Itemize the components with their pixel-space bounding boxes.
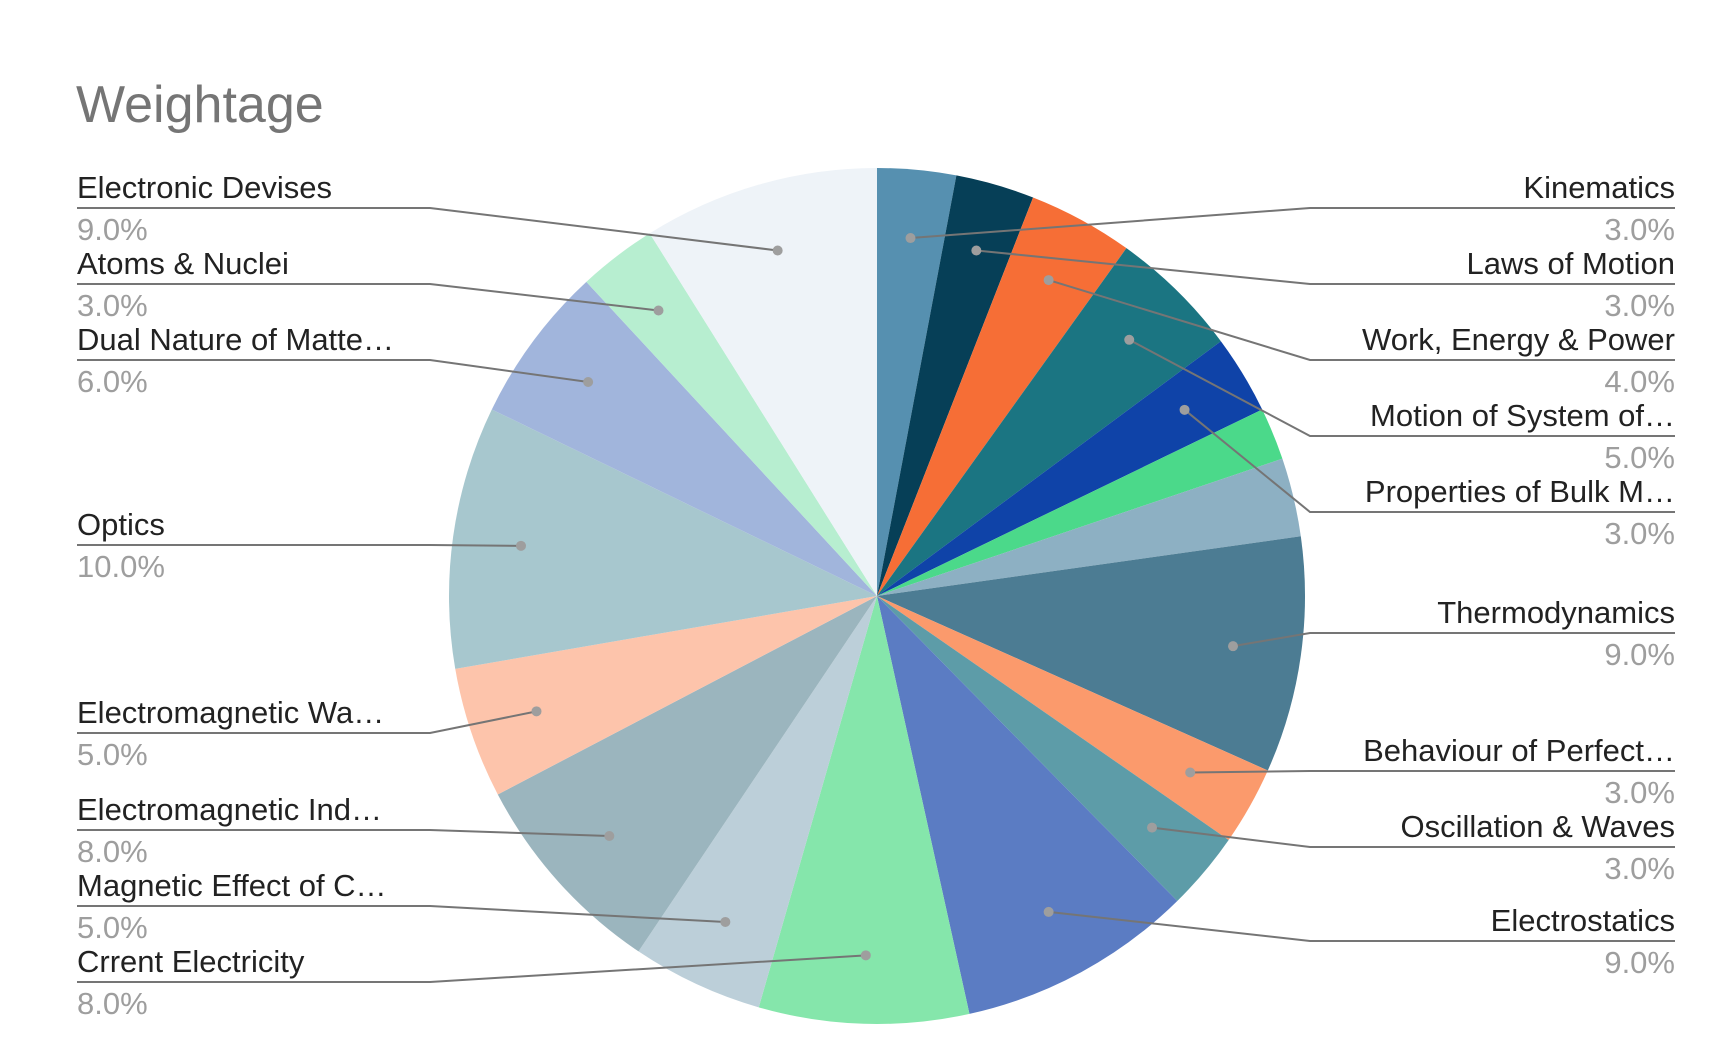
- leader-line-work-energy-power: [1048, 279, 1675, 361]
- pie-slice-laws-of-motion: [877, 175, 1034, 596]
- pie-slice-thermodynamics: [877, 536, 1305, 771]
- slice-label-magnetic-effect-of-c: Magnetic Effect of C…: [77, 868, 387, 903]
- leader-dot-kinematics: [905, 233, 916, 244]
- pie-slice-unlabeled-6: [877, 458, 1301, 596]
- slice-label-kinematics: Kinematics: [1523, 170, 1675, 205]
- slice-label-crrent-electricity: Crrent Electricity: [77, 944, 305, 979]
- leader-line-optics: [77, 544, 522, 547]
- slice-value-atoms-nuclei: 3.0%: [77, 288, 148, 323]
- pie-slice-dual-nature-of-matte: [491, 281, 877, 596]
- pie-slice-optics: [449, 409, 877, 669]
- slice-label-properties-of-bulk-m: Properties of Bulk M…: [1365, 474, 1675, 509]
- slice-value-kinematics: 3.0%: [1604, 212, 1675, 247]
- leader-dot-atoms-nuclei: [653, 305, 664, 316]
- leader-line-electromagnetic-ind: [77, 829, 610, 838]
- slice-value-electronic-devises: 9.0%: [77, 212, 148, 247]
- slice-label-electronic-devises: Electronic Devises: [77, 170, 332, 205]
- slice-label-laws-of-motion: Laws of Motion: [1467, 246, 1676, 281]
- leader-dot-magnetic-effect-of-c: [720, 916, 731, 927]
- leader-dot-laws-of-motion: [971, 245, 982, 256]
- pie-slice-electronic-devises: [649, 168, 877, 596]
- leader-line-thermodynamics: [1232, 632, 1675, 648]
- pie-slice-motion-of-system-of: [877, 248, 1221, 596]
- slice-value-behaviour-of-perfect: 3.0%: [1604, 775, 1675, 810]
- leader-line-properties-of-bulk-m: [1183, 409, 1675, 513]
- pie-slice-electrostatics: [877, 596, 1178, 1014]
- leader-line-electrostatics: [1048, 910, 1675, 942]
- pie-slice-electromagnetic-wa: [455, 596, 877, 795]
- chart-title: Weightage: [76, 76, 324, 134]
- leader-line-motion-of-system-of: [1128, 338, 1675, 437]
- slice-label-electromagnetic-ind: Electromagnetic Ind…: [77, 792, 382, 827]
- leader-dot-dual-nature-of-matte: [583, 376, 594, 387]
- leader-dot-electromagnetic-wa: [531, 706, 542, 717]
- leader-dot-electromagnetic-ind: [604, 831, 615, 842]
- leader-line-atoms-nuclei: [77, 283, 659, 312]
- slice-value-work-energy-power: 4.0%: [1604, 364, 1675, 399]
- leader-line-behaviour-of-perfect: [1190, 770, 1675, 774]
- leader-line-electronic-devises: [77, 207, 778, 252]
- slice-label-oscillation-waves: Oscillation & Waves: [1401, 809, 1676, 844]
- leader-line-kinematics: [910, 207, 1675, 240]
- slice-label-motion-of-system-of: Motion of System of…: [1370, 398, 1675, 433]
- slice-value-electromagnetic-ind: 8.0%: [77, 834, 148, 869]
- slice-label-electromagnetic-wa: Electromagnetic Wa…: [77, 695, 384, 730]
- slice-value-dual-nature-of-matte: 6.0%: [77, 364, 148, 399]
- pie-slice-oscillation-waves: [877, 596, 1229, 901]
- leader-line-crrent-electricity: [77, 954, 866, 983]
- slice-label-thermodynamics: Thermodynamics: [1437, 595, 1675, 630]
- pie-slices: [449, 168, 1305, 1024]
- leader-line-electromagnetic-wa: [77, 710, 537, 734]
- leader-dot-electrostatics: [1043, 906, 1054, 917]
- slice-label-atoms-nuclei: Atoms & Nuclei: [77, 246, 289, 281]
- leader-dot-crrent-electricity: [860, 950, 871, 961]
- pie-slice-magnetic-effect-of-c: [638, 596, 877, 1008]
- slice-value-magnetic-effect-of-c: 5.0%: [77, 910, 148, 945]
- leader-dot-motion-of-system-of: [1124, 334, 1135, 345]
- slice-value-oscillation-waves: 3.0%: [1604, 851, 1675, 886]
- pie-slice-work-energy-power: [877, 197, 1127, 596]
- leader-line-oscillation-waves: [1151, 826, 1675, 848]
- slice-value-laws-of-motion: 3.0%: [1604, 288, 1675, 323]
- pie-slice-kinematics: [877, 168, 957, 596]
- slice-value-thermodynamics: 9.0%: [1604, 637, 1675, 672]
- slice-label-dual-nature-of-matte: Dual Nature of Matte…: [77, 322, 394, 357]
- pie-slice-unlabeled-5: [877, 409, 1283, 596]
- leader-dot-optics: [515, 540, 526, 551]
- leader-dot-behaviour-of-perfect: [1185, 767, 1196, 778]
- slice-label-work-energy-power: Work, Energy & Power: [1362, 322, 1675, 357]
- slice-value-electromagnetic-wa: 5.0%: [77, 737, 148, 772]
- slice-label-behaviour-of-perfect: Behaviour of Perfect…: [1363, 733, 1675, 768]
- leader-dot-electronic-devises: [772, 245, 783, 256]
- leader-dot-work-energy-power: [1043, 275, 1054, 286]
- pie-slice-electromagnetic-ind: [497, 596, 877, 952]
- pie-slice-behaviour-of-perfect: [877, 596, 1268, 840]
- leader-dot-oscillation-waves: [1147, 822, 1158, 833]
- slice-value-motion-of-system-of: 5.0%: [1604, 440, 1675, 475]
- leader-line-magnetic-effect-of-c: [77, 905, 726, 923]
- leader-line-dual-nature-of-matte: [77, 359, 589, 383]
- slice-value-electrostatics: 9.0%: [1604, 945, 1675, 980]
- slice-value-crrent-electricity: 8.0%: [77, 986, 148, 1021]
- leader-line-laws-of-motion: [976, 249, 1675, 285]
- leader-dot-properties-of-bulk-m: [1179, 404, 1190, 415]
- slice-value-properties-of-bulk-m: 3.0%: [1604, 516, 1675, 551]
- slice-label-optics: Optics: [77, 507, 165, 542]
- label-leaders: [77, 207, 1675, 983]
- leader-dot-thermodynamics: [1228, 641, 1239, 652]
- pie-slice-properties-of-bulk-m: [877, 341, 1263, 596]
- slice-label-electrostatics: Electrostatics: [1491, 903, 1675, 938]
- pie-slice-atoms-nuclei: [586, 233, 877, 596]
- slice-value-optics: 10.0%: [77, 549, 165, 584]
- pie-slice-crrent-electricity: [758, 596, 970, 1024]
